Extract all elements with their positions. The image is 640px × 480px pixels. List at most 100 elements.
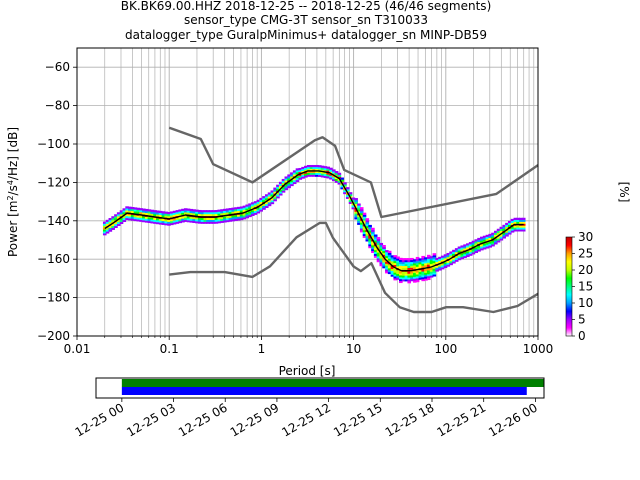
heatmap-cell: [426, 270, 431, 273]
heatmap-cell: [133, 215, 138, 218]
heatmap-cell: [418, 277, 423, 280]
heatmap-cell: [435, 261, 439, 264]
heatmap-cell: [298, 175, 303, 178]
heatmap-cell: [329, 167, 333, 170]
heatmap-cell: [298, 173, 303, 176]
heatmap-cell: [287, 176, 291, 179]
heatmap-cell: [415, 276, 420, 279]
heatmap-cell: [102, 221, 107, 224]
heatmap-cell: [304, 165, 308, 169]
colorbar: 0 5 10 15 20 25 30 [%]: [565, 182, 631, 343]
heatmap-cell: [399, 267, 403, 270]
heatmap-cell: [382, 244, 386, 248]
heatmap-cell: [248, 205, 252, 208]
heatmap-cell: [172, 218, 177, 221]
heatmap-cell: [136, 207, 141, 210]
heatmap-cell: [404, 261, 409, 265]
heatmap-cell: [521, 225, 526, 228]
heatmap-cell: [133, 209, 138, 212]
heatmap-cell: [365, 239, 370, 242]
y-tick-label: −160: [37, 252, 70, 266]
heatmap-cell: [485, 242, 490, 245]
colorbar-tick-label: 15: [578, 280, 593, 294]
heatmap-cell: [122, 208, 127, 211]
heatmap-cell: [399, 263, 403, 266]
heatmap-cell: [284, 186, 289, 189]
heatmap-cell: [150, 213, 155, 216]
heatmap-cell: [379, 258, 384, 261]
heatmap-cell: [432, 253, 437, 256]
heatmap-cell: [214, 221, 219, 224]
heatmap-cell: [320, 165, 325, 168]
heatmap-cell: [368, 240, 372, 243]
heatmap-cell: [245, 212, 250, 215]
heatmap-cell: [119, 221, 124, 225]
heatmap-cell: [158, 212, 163, 215]
heatmap-cell: [237, 214, 241, 217]
heatmap-cell: [477, 247, 481, 250]
colorbar-label: [%]: [617, 182, 631, 203]
heatmap-cell: [382, 250, 386, 253]
heatmap-cell: [432, 272, 437, 275]
heatmap-cell: [337, 172, 342, 175]
heatmap-cell: [357, 220, 361, 223]
heatmap-cell: [164, 211, 169, 214]
heatmap-cell: [130, 214, 135, 217]
y-tick-label: −120: [37, 175, 70, 189]
heatmap-cell: [225, 212, 230, 215]
heatmap-cell: [466, 254, 470, 258]
heatmap-cell: [376, 242, 381, 245]
heatmap-cell: [412, 270, 417, 274]
heatmap-cell: [259, 199, 263, 203]
heatmap-cell: [186, 218, 191, 221]
heatmap-cell: [192, 220, 196, 223]
heatmap-cell: [443, 265, 448, 269]
heatmap-cell: [371, 233, 375, 236]
heatmap-cell: [477, 241, 481, 244]
heatmap-cell: [421, 263, 425, 266]
heatmap-cell: [195, 209, 199, 212]
heatmap-cell: [301, 170, 305, 173]
heatmap-cell: [387, 271, 392, 275]
heatmap-cell: [122, 210, 127, 213]
heatmap-cell: [365, 225, 370, 229]
heatmap-cell: [331, 169, 336, 172]
heatmap-cell: [125, 213, 129, 217]
heatmap-cell: [128, 208, 132, 211]
heatmap-cell: [209, 212, 213, 215]
heatmap-cell: [371, 248, 375, 252]
heatmap-cell: [290, 181, 294, 185]
heatmap-cell: [399, 277, 403, 280]
heatmap-cell: [519, 227, 523, 230]
heatmap-cell: [471, 242, 476, 245]
heatmap-cell: [354, 209, 358, 212]
heatmap-cell: [156, 210, 160, 213]
heatmap-cell: [424, 263, 428, 266]
heatmap-cell: [415, 278, 420, 281]
heatmap-cell: [382, 246, 386, 250]
colorbar-ticks: 0 5 10 15 20 25 30: [572, 230, 593, 343]
heatmap-cell: [393, 276, 398, 279]
heatmap-cell: [404, 265, 409, 268]
heatmap-cell: [234, 218, 238, 221]
heatmap-cell: [309, 166, 314, 170]
heatmap-cell: [264, 205, 269, 208]
heatmap-cell: [128, 214, 132, 217]
heatmap-cell: [312, 166, 317, 170]
heatmap-cell: [125, 210, 129, 213]
heatmap-cell: [365, 218, 370, 221]
heatmap-cell: [424, 276, 428, 279]
heatmap-cell: [415, 270, 420, 273]
heatmap-cell: [122, 215, 127, 219]
heatmap-cell: [371, 227, 375, 230]
heatmap-cell: [239, 206, 244, 209]
heatmap-cell: [365, 222, 370, 225]
heatmap-cell: [345, 187, 350, 190]
heatmap-cell: [415, 256, 420, 260]
heatmap-cell: [421, 275, 425, 278]
heatmap-cell: [507, 228, 512, 231]
heatmap-cell: [385, 267, 389, 270]
heatmap-cell: [446, 260, 451, 263]
heatmap-cell: [248, 207, 252, 210]
heatmap-cell: [175, 212, 180, 215]
